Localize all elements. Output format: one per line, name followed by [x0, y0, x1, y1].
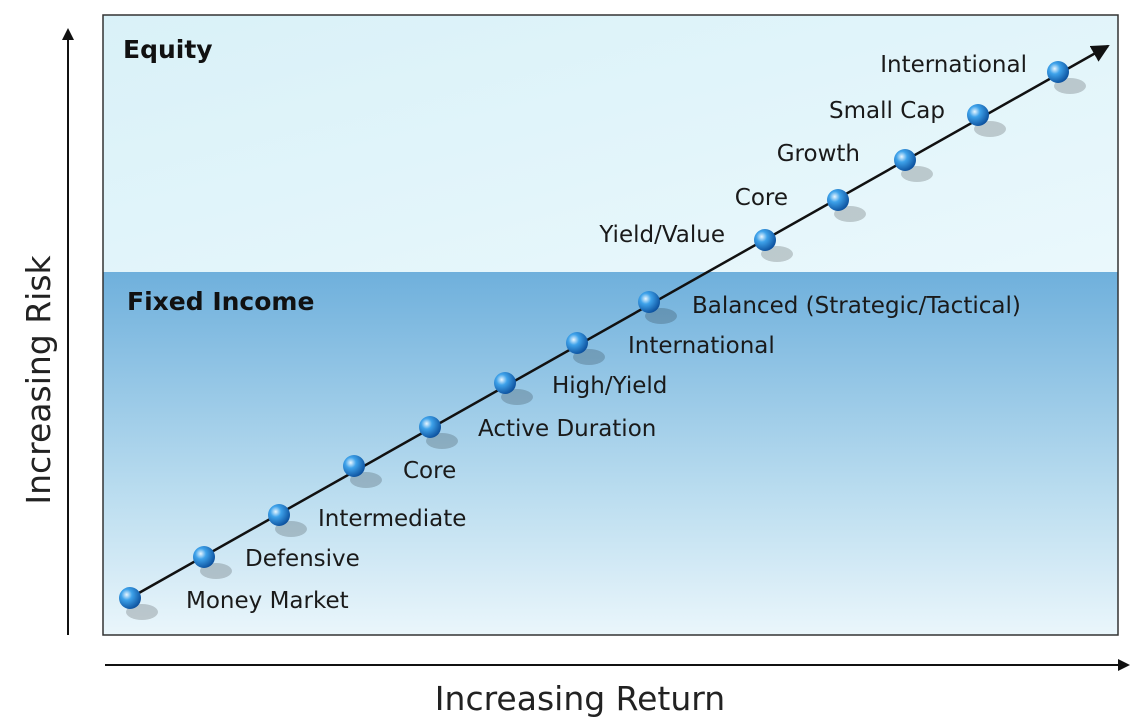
- point-label: Yield/Value: [598, 222, 725, 248]
- point-label: Small Cap: [829, 98, 945, 124]
- dot: [119, 587, 141, 609]
- dot: [193, 546, 215, 568]
- dot: [343, 455, 365, 477]
- point-label: Defensive: [245, 546, 360, 572]
- frame: [102, 14, 1119, 636]
- trend-line: [129, 44, 1110, 600]
- point-label: Core: [403, 458, 456, 484]
- dot: [967, 104, 989, 126]
- dot: [1047, 61, 1069, 83]
- points: Money Market Defensive Intermediate Core Act…: [119, 52, 1086, 620]
- equity-zone: [103, 15, 1118, 272]
- point-label: Intermediate: [318, 506, 466, 532]
- dot: [566, 332, 588, 354]
- dot: [419, 416, 441, 438]
- dot: [827, 189, 849, 211]
- dot: [894, 149, 916, 171]
- dot: [494, 372, 516, 394]
- point-label: International: [628, 333, 775, 359]
- point-label: Balanced (Strategic/Tactical): [692, 293, 1021, 319]
- point-label: International: [880, 52, 1027, 78]
- fixed-income-zone: [103, 272, 1118, 635]
- y-axis-label: Increasing Risk: [19, 254, 58, 504]
- dot: [268, 504, 290, 526]
- point-label: Money Market: [186, 588, 349, 614]
- point-label: High/Yield: [552, 373, 667, 399]
- x-axis-label: Increasing Return: [435, 679, 725, 718]
- dot: [754, 229, 776, 251]
- zone-label: Fixed Income: [127, 287, 314, 316]
- dot: [638, 291, 660, 313]
- point-label: Core: [735, 185, 788, 211]
- point-label: Growth: [777, 141, 860, 167]
- point-label: Active Duration: [478, 416, 656, 442]
- zone-label: Equity: [123, 35, 213, 64]
